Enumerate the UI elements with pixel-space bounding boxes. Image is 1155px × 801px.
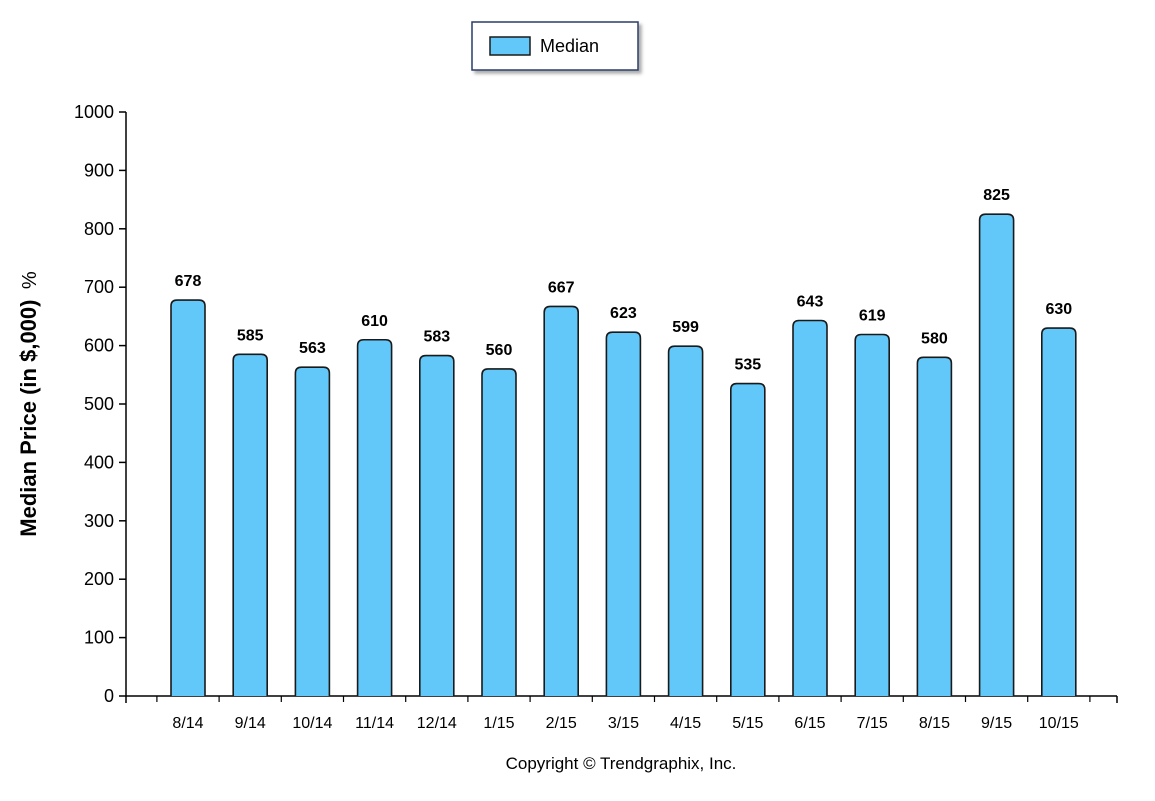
data-label: 599 <box>672 319 699 336</box>
y-axis-label-suffix: % <box>19 271 41 289</box>
x-tick-label: 12/14 <box>417 715 457 732</box>
data-label: 619 <box>859 308 886 325</box>
bar-12-14 <box>419 354 455 696</box>
x-tick-label: 4/15 <box>670 715 701 732</box>
bar-4-15 <box>667 345 704 696</box>
bar-8-15 <box>916 356 953 696</box>
data-label: 643 <box>797 293 824 310</box>
y-tick-label: 400 <box>84 452 114 472</box>
data-label: 560 <box>486 342 513 359</box>
data-label: 667 <box>548 279 575 296</box>
bar-6-15 <box>792 319 828 696</box>
legend: Median <box>471 21 639 71</box>
y-tick-label: 100 <box>84 628 114 648</box>
y-tick-label: 700 <box>84 277 114 297</box>
data-label: 580 <box>921 330 948 347</box>
y-axis-ticks: 0 100 200 300 400 500 600 700 800 900 1000 <box>74 102 126 706</box>
y-tick-label: 1000 <box>74 102 114 122</box>
data-label: 623 <box>610 305 637 322</box>
x-tick-label: 9/15 <box>981 715 1012 732</box>
x-tick-label: 7/15 <box>857 715 888 732</box>
x-tick-label: 6/15 <box>794 715 825 732</box>
y-tick-label: 900 <box>84 160 114 180</box>
data-label: 678 <box>175 273 202 290</box>
y-tick-label: 300 <box>84 511 114 531</box>
bar-2-15 <box>543 305 579 696</box>
bar-3-15 <box>605 331 642 696</box>
x-tick-label: 10/14 <box>292 715 332 732</box>
y-tick-label: 200 <box>84 569 114 589</box>
bar-11-14 <box>356 338 393 696</box>
bar-7-15 <box>854 333 890 696</box>
x-tick-label: 1/15 <box>483 715 514 732</box>
y-tick-label: 800 <box>84 219 114 239</box>
y-tick-label: 600 <box>84 336 114 356</box>
x-tick-label: 9/14 <box>235 715 266 732</box>
y-tick-label: 500 <box>84 394 114 414</box>
x-tick-label: 5/15 <box>732 715 763 732</box>
data-label: 583 <box>423 329 450 346</box>
data-label: 563 <box>299 340 326 357</box>
x-tick-label: 11/14 <box>355 715 394 732</box>
data-label: 825 <box>983 187 1010 204</box>
bar-9-14 <box>232 353 268 696</box>
bar-1-15 <box>481 368 517 696</box>
data-label: 630 <box>1045 301 1072 318</box>
x-tick-label: 8/15 <box>919 715 950 732</box>
legend-label: Median <box>540 36 599 56</box>
y-tick-label: 0 <box>104 686 114 706</box>
x-tick-label: 10/15 <box>1039 715 1079 732</box>
data-label: 535 <box>734 357 761 374</box>
x-tick-label: 2/15 <box>546 715 577 732</box>
bars-group <box>170 213 1077 696</box>
x-tick-label: 3/15 <box>608 715 639 732</box>
copyright-text: Copyright © Trendgraphix, Inc. <box>506 754 737 773</box>
data-label: 585 <box>237 327 264 344</box>
y-axis-label: Median Price (in $,000) % <box>16 271 41 537</box>
bar-10-15 <box>1041 327 1077 696</box>
data-label: 610 <box>361 313 388 330</box>
bar-10-14 <box>294 366 331 696</box>
x-axis-ticks: 8/14 9/14 10/14 11/14 12/14 1/15 2/15 3/15 4/15 5… <box>125 696 1118 732</box>
data-labels-group: 678 585 563 610 583 560 667 623 599 535 643 619 580 8… <box>175 187 1073 373</box>
bar-9-15 <box>978 213 1015 696</box>
x-tick-label: 8/14 <box>172 715 203 732</box>
y-axis-label-text: Median Price (in $,000) <box>16 300 41 537</box>
bar-5-15 <box>730 382 766 696</box>
bar-8-14 <box>170 299 206 696</box>
legend-swatch <box>489 36 531 56</box>
